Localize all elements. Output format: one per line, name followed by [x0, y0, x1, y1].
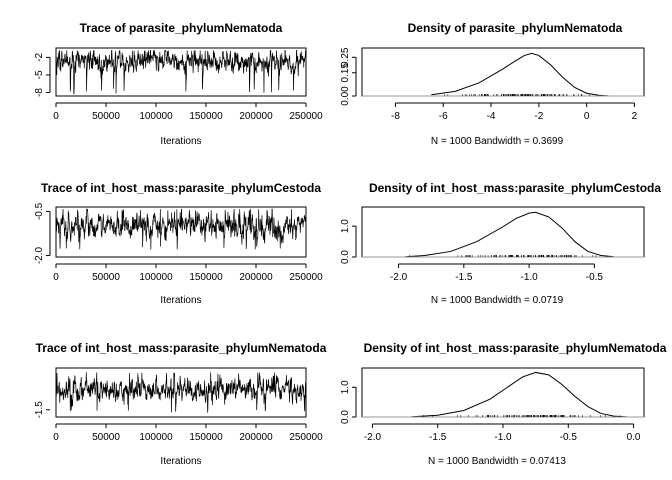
- panel-title: Trace of int_host_mass:parasite_phylumNe…: [36, 341, 327, 355]
- x-tick-label: 250000: [289, 111, 323, 122]
- x-tick-label: 100000: [139, 272, 173, 283]
- x-tick-label: -4: [487, 111, 496, 122]
- x-axis: -2.0 -1.5 -1.0 -0.5 0.0: [364, 423, 641, 443]
- x-tick-label: -1.0: [520, 272, 538, 283]
- x-tick-label: 100000: [139, 432, 173, 443]
- x-tick-label: 150000: [189, 111, 223, 122]
- x-axis-label: N = 1000 Bandwidth = 0.0719: [431, 295, 564, 306]
- plot-frame: [361, 206, 645, 258]
- y-axis: 0.0 1.0: [340, 219, 357, 264]
- x-axis: -8 -6 -4 -2 0 2: [391, 102, 638, 122]
- panel-1: Trace of parasite_phylumNematoda 0 50000 10…: [34, 21, 323, 147]
- x-tick-label: -2.0: [364, 432, 382, 443]
- y-tick-label: 0.25: [340, 47, 351, 67]
- panel-3: Trace of int_host_mass:parasite_phylumCe…: [34, 181, 323, 306]
- density-curve: [431, 52, 609, 96]
- y-axis: 0.0 1.0: [340, 380, 357, 424]
- x-tick-label: -2: [534, 111, 543, 122]
- y-tick-label: -1.5: [34, 401, 45, 419]
- trace-series-line: [56, 208, 306, 250]
- rug-marks: [444, 94, 590, 96]
- x-tick-label: 50000: [92, 432, 120, 443]
- x-tick-label: 250000: [289, 272, 323, 283]
- x-axis-label: Iterations: [160, 456, 201, 467]
- y-tick-label: -5: [34, 70, 45, 79]
- y-axis: -2 -5 -8: [34, 52, 51, 97]
- y-tick-label: 1.0: [340, 219, 351, 233]
- density-curve: [405, 211, 615, 257]
- panel-title: Trace of int_host_mass:parasite_phylumCe…: [41, 181, 321, 195]
- y-tick-label: 0.00: [340, 86, 351, 106]
- x-tick-label: 50000: [92, 272, 120, 283]
- x-tick-label: -1.0: [494, 432, 512, 443]
- y-tick-label: -2.0: [34, 246, 45, 264]
- plot-frame: [55, 367, 307, 418]
- rug-marks: [423, 415, 621, 417]
- x-tick-label: 2: [632, 111, 638, 122]
- y-tick-label: -2: [34, 52, 45, 61]
- density-curve: [411, 371, 628, 417]
- x-axis-label: N = 1000 Bandwidth = 0.07413: [428, 456, 566, 467]
- panel-2: Density of parasite_phylumNematoda -8 -6 -4…: [340, 21, 645, 147]
- x-tick-label: -0.5: [560, 432, 578, 443]
- plot-frame: [361, 47, 645, 97]
- x-axis: 0 50000 100000 150000 200000 250000: [53, 423, 323, 443]
- x-axis-label: Iterations: [160, 136, 201, 147]
- x-tick-label: -1.5: [429, 432, 447, 443]
- panel-title: Density of parasite_phylumNematoda: [408, 21, 623, 35]
- x-tick-label: 0: [53, 432, 59, 443]
- plot-frame: [55, 47, 307, 97]
- x-axis: 0 50000 100000 150000 200000 250000: [53, 102, 323, 122]
- panel-title: Density of int_host_mass:parasite_phylum…: [364, 341, 667, 355]
- panel-6: Density of int_host_mass:parasite_phylum…: [340, 341, 667, 467]
- y-axis: 0.00 0.150.25: [340, 47, 357, 106]
- y-tick-label: 0.15: [340, 63, 351, 83]
- plot-frame: [361, 367, 645, 418]
- y-tick-label: 1.0: [340, 380, 351, 394]
- y-tick-label: 0.0: [340, 250, 351, 264]
- y-tick-label: 0.0: [340, 410, 351, 424]
- trace-series-line: [56, 49, 306, 95]
- x-tick-label: 50000: [92, 111, 120, 122]
- y-axis: -0.5 -2.0: [34, 202, 51, 264]
- y-tick-label: -8: [34, 88, 45, 97]
- x-axis: 0 50000 100000 150000 200000 250000: [53, 263, 323, 283]
- panel-title: Trace of parasite_phylumNematoda: [80, 21, 283, 35]
- x-tick-label: -8: [391, 111, 400, 122]
- x-tick-label: 200000: [239, 432, 273, 443]
- x-tick-label: 150000: [189, 272, 223, 283]
- x-tick-label: 200000: [239, 111, 273, 122]
- panel-title: Density of int_host_mass:parasite_phylum…: [369, 181, 661, 195]
- x-tick-label: -1.5: [455, 272, 473, 283]
- x-tick-label: 0: [584, 111, 590, 122]
- x-tick-label: 100000: [139, 111, 173, 122]
- panel-4: Density of int_host_mass:parasite_phylum…: [340, 181, 661, 306]
- x-axis: -2.0 -1.5 -1.0 -0.5: [390, 263, 604, 283]
- x-axis-label: Iterations: [160, 295, 201, 306]
- x-tick-label: 0.0: [627, 432, 641, 443]
- x-tick-label: -2.0: [390, 272, 408, 283]
- x-tick-label: 0: [53, 111, 59, 122]
- y-axis: -1.5: [34, 401, 50, 419]
- x-tick-label: 150000: [189, 432, 223, 443]
- x-tick-label: 0: [53, 272, 59, 283]
- x-axis-label: N = 1000 Bandwidth = 0.3699: [431, 136, 564, 147]
- panel-5: Trace of int_host_mass:parasite_phylumNe…: [34, 341, 327, 467]
- x-tick-label: -0.5: [586, 272, 604, 283]
- x-tick-label: -6: [439, 111, 448, 122]
- y-tick-label: -0.5: [34, 202, 45, 220]
- x-tick-label: 200000: [239, 272, 273, 283]
- x-tick-label: 250000: [289, 432, 323, 443]
- rug-marks: [409, 255, 597, 257]
- trace-series-line: [56, 372, 306, 413]
